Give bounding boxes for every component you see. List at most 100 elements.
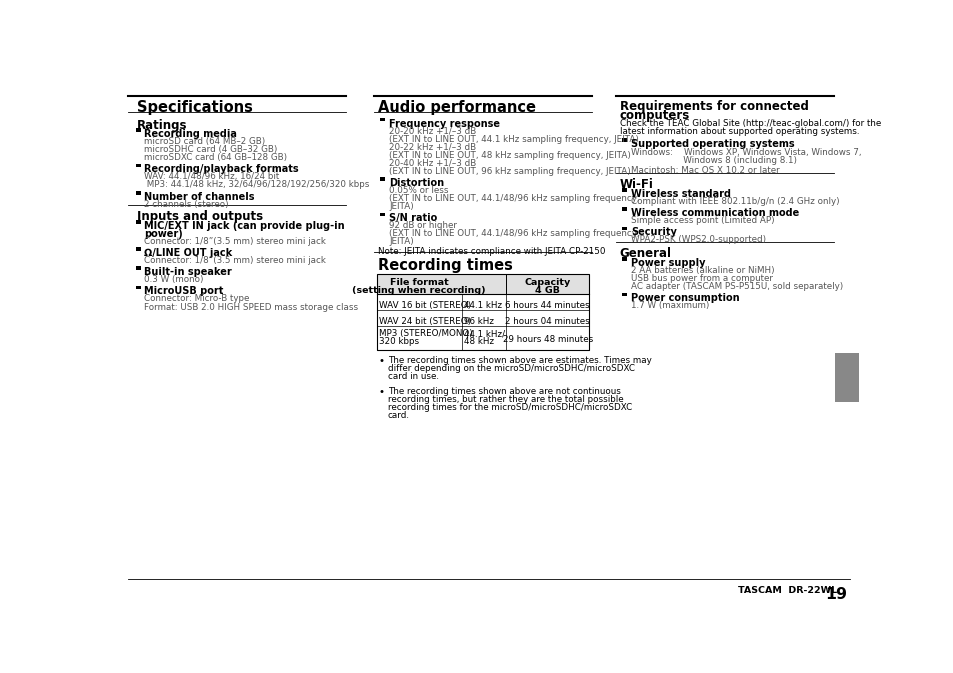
Bar (135, 286, 140, 289)
Text: Connector: 1/8”(3.5 mm) stereo mini jack: Connector: 1/8”(3.5 mm) stereo mini jack (144, 256, 326, 265)
Bar (380, 213, 385, 216)
Text: latest information about supported operating systems.: latest information about supported opera… (619, 127, 859, 136)
Text: Inputs and outputs: Inputs and outputs (137, 210, 263, 223)
Bar (834, 353, 858, 402)
Text: (EXT IN to LINE OUT, 44.1/48/96 kHz sampling frequency,: (EXT IN to LINE OUT, 44.1/48/96 kHz samp… (389, 194, 639, 203)
Text: WPA2-PSK (WPS2.0-supported): WPA2-PSK (WPS2.0-supported) (630, 236, 765, 244)
Bar (621, 188, 626, 192)
Text: (setting when recording): (setting when recording) (352, 285, 485, 295)
Text: Connector: 1/8”(3.5 mm) stereo mini jack: Connector: 1/8”(3.5 mm) stereo mini jack (144, 237, 326, 246)
Text: MP3 (STEREO/MONO): MP3 (STEREO/MONO) (378, 329, 472, 338)
Text: computers: computers (619, 109, 689, 122)
Text: Simple access point (Limited AP): Simple access point (Limited AP) (630, 216, 774, 225)
Text: (EXT IN to LINE OUT, 96 kHz sampling frequency, JEITA): (EXT IN to LINE OUT, 96 kHz sampling fre… (389, 167, 630, 176)
Bar (135, 164, 140, 168)
Text: Recording times: Recording times (377, 258, 513, 273)
Text: Distortion: Distortion (389, 178, 444, 188)
Text: 0.05% or less: 0.05% or less (389, 186, 448, 195)
Text: 29 hours 48 minutes: 29 hours 48 minutes (502, 334, 592, 344)
Text: Macintosh: Mac OS X 10.2 or later: Macintosh: Mac OS X 10.2 or later (630, 166, 779, 175)
Text: •: • (377, 356, 384, 366)
Text: MIC/EXT IN jack (can provide plug-in: MIC/EXT IN jack (can provide plug-in (144, 221, 345, 231)
Text: 4 GB: 4 GB (535, 285, 559, 295)
Text: MP3: 44.1/48 kHz, 32/64/96/128/192/256/320 kbps: MP3: 44.1/48 kHz, 32/64/96/128/192/256/3… (144, 180, 370, 189)
Text: Requirements for connected: Requirements for connected (619, 100, 808, 114)
Text: Note: JEITA indicates compliance with JEITA CP-2150: Note: JEITA indicates compliance with JE… (377, 247, 605, 256)
Text: •: • (377, 387, 384, 397)
Text: Wireless standard: Wireless standard (630, 189, 730, 199)
Text: Wireless communication mode: Wireless communication mode (630, 208, 799, 218)
Text: Recording media: Recording media (144, 129, 237, 139)
Text: TASCAM  DR-22WL: TASCAM DR-22WL (738, 586, 842, 595)
Text: WAV 24 bit (STEREO): WAV 24 bit (STEREO) (378, 317, 471, 326)
Text: Built-in speaker: Built-in speaker (144, 267, 232, 277)
Text: 20-22 kHz +1/–3 dB: 20-22 kHz +1/–3 dB (389, 143, 476, 151)
Bar (135, 267, 140, 270)
Bar (621, 227, 626, 230)
Bar (621, 207, 626, 211)
Bar (380, 177, 385, 181)
Bar (135, 247, 140, 251)
Text: 44.1 kHz/: 44.1 kHz/ (463, 329, 504, 338)
Text: WAV: 44.1/48/96 kHz, 16/24 bit: WAV: 44.1/48/96 kHz, 16/24 bit (144, 172, 279, 182)
Text: General: General (619, 248, 671, 260)
Text: differ depending on the microSD/microSDHC/microSDXC: differ depending on the microSD/microSDH… (387, 364, 634, 374)
Text: Ω/LINE OUT jack: Ω/LINE OUT jack (144, 248, 233, 258)
Text: 48 kHz: 48 kHz (463, 337, 494, 346)
Text: 2 AA batteries (alkaline or NiMH): 2 AA batteries (alkaline or NiMH) (630, 266, 774, 275)
Text: 1.7 W (maximum): 1.7 W (maximum) (630, 302, 708, 310)
Text: (EXT IN to LINE OUT, 44.1/48/96 kHz sampling frequency,: (EXT IN to LINE OUT, 44.1/48/96 kHz samp… (389, 229, 639, 238)
Text: Connector: Micro-B type: Connector: Micro-B type (144, 295, 250, 304)
Text: 20-40 kHz +1/–3 dB: 20-40 kHz +1/–3 dB (389, 159, 476, 168)
Text: 96 kHz: 96 kHz (463, 317, 494, 326)
Text: Security: Security (630, 227, 676, 238)
Text: 0.3 W (mono): 0.3 W (mono) (144, 275, 204, 284)
Text: Supported operating systems: Supported operating systems (630, 139, 794, 149)
Text: recording times, but rather they are the total possible: recording times, but rather they are the… (387, 395, 622, 404)
Text: microSDHC card (4 GB–32 GB): microSDHC card (4 GB–32 GB) (144, 145, 277, 154)
Text: Windows 8 (including 8.1): Windows 8 (including 8.1) (630, 156, 796, 165)
Text: Capacity: Capacity (524, 278, 570, 287)
Text: 2 hours 04 minutes: 2 hours 04 minutes (505, 317, 590, 326)
Text: WAV 16 bit (STEREO): WAV 16 bit (STEREO) (378, 301, 471, 310)
Text: MicroUSB port: MicroUSB port (144, 287, 224, 297)
Text: Ratings: Ratings (137, 118, 188, 132)
Text: The recording times shown above are not continuous: The recording times shown above are not … (387, 387, 619, 396)
Text: Windows:    Windows XP, Windows Vista, Windows 7,: Windows: Windows XP, Windows Vista, Wind… (630, 148, 861, 157)
Text: JEITA): JEITA) (389, 202, 414, 211)
Text: power): power) (144, 229, 183, 239)
Bar (380, 118, 385, 122)
Text: Specifications: Specifications (137, 100, 253, 116)
Bar (135, 129, 140, 132)
Text: recording times for the microSD/microSDHC/microSDXC: recording times for the microSD/microSDH… (387, 403, 631, 412)
Text: microSD card (64 MB–2 GB): microSD card (64 MB–2 GB) (144, 137, 265, 146)
Text: (EXT IN to LINE OUT, 44.1 kHz sampling frequency, JEITA): (EXT IN to LINE OUT, 44.1 kHz sampling f… (389, 135, 639, 143)
Text: USB bus power from a computer: USB bus power from a computer (630, 274, 772, 283)
Text: Power supply: Power supply (630, 258, 704, 268)
Text: AC adapter (TASCAM PS-P515U, sold separately): AC adapter (TASCAM PS-P515U, sold separa… (630, 282, 842, 291)
Text: 320 kbps: 320 kbps (378, 337, 418, 346)
Text: Frequency response: Frequency response (389, 118, 499, 129)
Text: Compliant with IEEE 802.11b/g/n (2.4 GHz only): Compliant with IEEE 802.11b/g/n (2.4 GHz… (630, 197, 839, 206)
Text: Recording/playback formats: Recording/playback formats (144, 164, 298, 174)
Text: 44.1 kHz: 44.1 kHz (463, 301, 501, 310)
Text: 92 dB or higher: 92 dB or higher (389, 221, 456, 230)
Text: JEITA): JEITA) (389, 238, 414, 246)
Bar (376, 274, 589, 350)
Text: 6 hours 44 minutes: 6 hours 44 minutes (505, 301, 589, 310)
Text: S/N ratio: S/N ratio (389, 213, 436, 223)
Bar (135, 220, 140, 223)
Bar (621, 257, 626, 260)
Text: Wi-Fi: Wi-Fi (619, 178, 653, 191)
Text: Number of channels: Number of channels (144, 192, 254, 202)
Text: card in use.: card in use. (387, 372, 438, 382)
Text: Check the TEAC Global Site (http://teac-global.com/) for the: Check the TEAC Global Site (http://teac-… (619, 119, 881, 128)
Text: Audio performance: Audio performance (377, 100, 536, 116)
Bar (621, 138, 626, 142)
Text: 19: 19 (824, 587, 846, 602)
Text: File format: File format (389, 278, 448, 287)
Text: card.: card. (387, 411, 409, 420)
Text: (EXT IN to LINE OUT, 48 kHz sampling frequency, JEITA): (EXT IN to LINE OUT, 48 kHz sampling fre… (389, 151, 630, 160)
Text: 2 channels (stereo): 2 channels (stereo) (144, 200, 229, 209)
Text: Format: USB 2.0 HIGH SPEED mass storage class: Format: USB 2.0 HIGH SPEED mass storage … (144, 303, 358, 312)
